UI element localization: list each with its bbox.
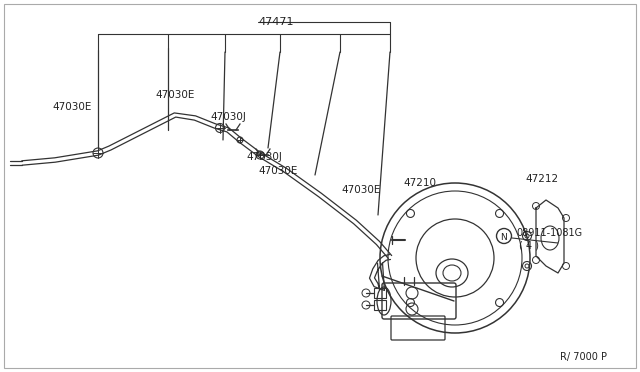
Text: 47030E: 47030E [341, 185, 380, 195]
Text: ( 4 ): ( 4 ) [519, 240, 539, 250]
Text: N: N [500, 233, 507, 242]
Bar [374, 300, 386, 310]
Text: 47030J: 47030J [210, 112, 246, 122]
Text: 08911-1081G: 08911-1081G [516, 228, 582, 238]
Text: R/ 7000 P: R/ 7000 P [560, 352, 607, 362]
Text: 47030E: 47030E [52, 102, 92, 112]
Text: 47471: 47471 [258, 17, 294, 27]
FancyBboxPatch shape [4, 4, 636, 368]
Text: 47030J: 47030J [246, 152, 282, 162]
Bar [374, 288, 386, 298]
Text: 47212: 47212 [525, 174, 558, 184]
Text: 47210: 47210 [403, 178, 436, 188]
Text: 47030E: 47030E [258, 166, 298, 176]
Text: 47030E: 47030E [155, 90, 195, 100]
